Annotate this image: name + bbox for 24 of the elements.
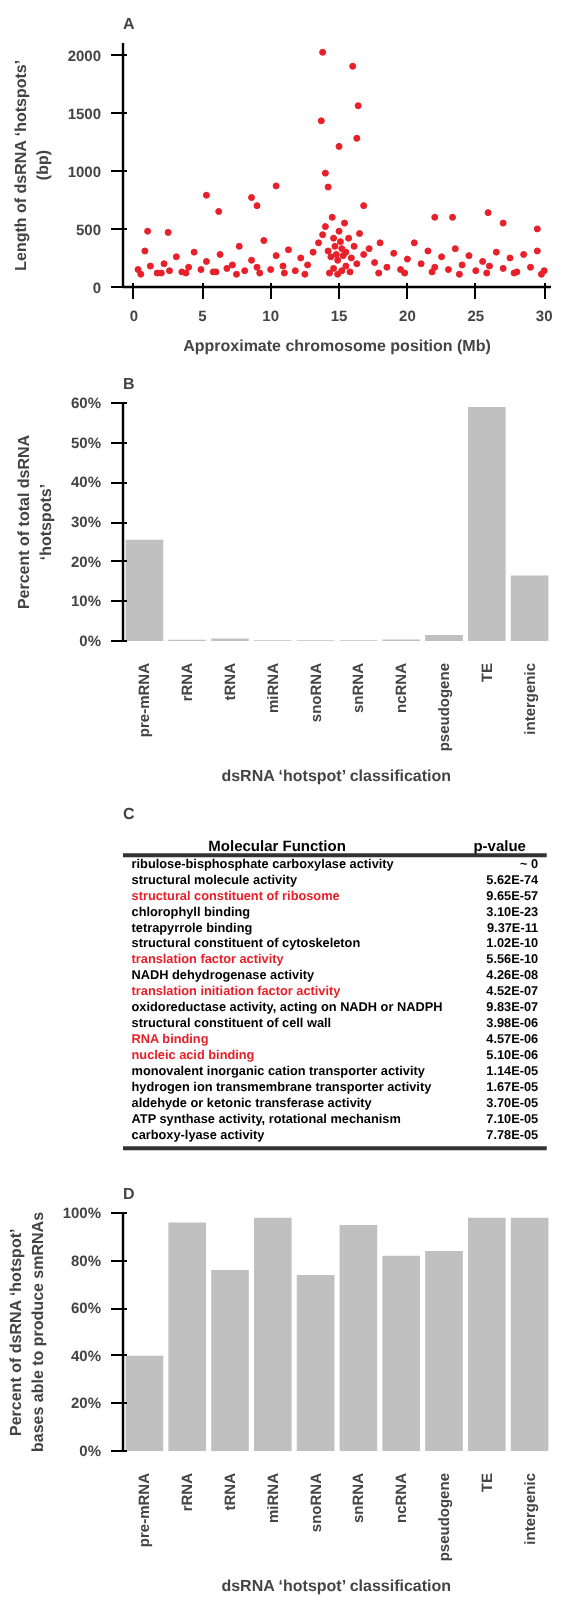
bar bbox=[168, 1222, 207, 1451]
bar bbox=[296, 1274, 335, 1451]
bar bbox=[125, 1355, 164, 1451]
x-axis-title: Approximate chromosome position (Mb) bbox=[183, 337, 492, 355]
y-axis-title: Percent of dsRNA ‘hotspot’ bases able to produce smRNAs bbox=[7, 1210, 47, 1453]
bar bbox=[382, 1255, 421, 1451]
bar bbox=[339, 1224, 378, 1451]
bar bbox=[510, 575, 549, 641]
chart-title: B bbox=[123, 375, 135, 393]
chart-title: A bbox=[123, 15, 135, 33]
y-axis-title: Percent of total dsRNA ‘hotspots’ bbox=[15, 434, 55, 610]
text: C bbox=[123, 805, 135, 823]
y-axis-title: Length of dsRNA ‘hotspots’ (bp) bbox=[12, 59, 52, 271]
bar bbox=[467, 1217, 506, 1451]
chart-title: D bbox=[123, 1185, 135, 1203]
bar bbox=[211, 1270, 249, 1451]
bar bbox=[125, 539, 164, 641]
x-axis-title: dsRNA ‘hotspot’ classification bbox=[221, 1577, 452, 1596]
bar bbox=[253, 1217, 292, 1451]
x-axis-title: dsRNA ‘hotspot’ classification bbox=[221, 767, 452, 786]
bar bbox=[467, 406, 506, 641]
bar bbox=[510, 1217, 549, 1451]
bar bbox=[425, 635, 463, 641]
bar bbox=[425, 1251, 463, 1451]
